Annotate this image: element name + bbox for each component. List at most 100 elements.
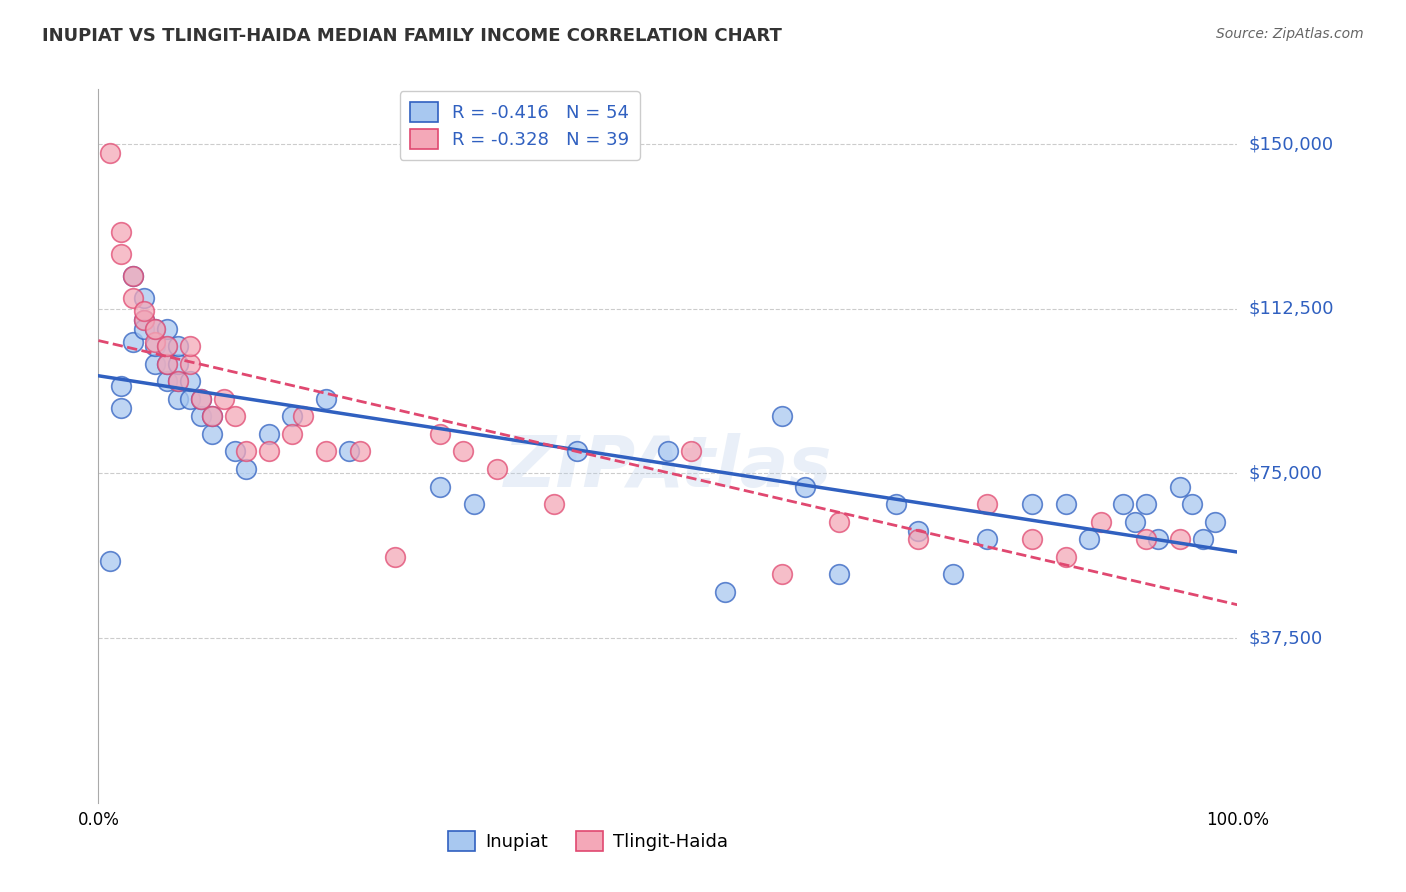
Point — [132, 321, 155, 335]
Point — [121, 268, 143, 283]
Text: INUPIAT VS TLINGIT-HAIDA MEDIAN FAMILY INCOME CORRELATION CHART: INUPIAT VS TLINGIT-HAIDA MEDIAN FAMILY I… — [42, 27, 782, 45]
Point — [259, 444, 281, 458]
Point — [145, 339, 167, 353]
Point — [1090, 515, 1112, 529]
Point — [201, 426, 224, 441]
Point — [145, 321, 167, 335]
Point — [1054, 549, 1078, 564]
Point — [770, 409, 793, 424]
Point — [156, 374, 179, 388]
Point — [190, 392, 212, 406]
Point — [1170, 480, 1192, 494]
Point — [281, 409, 304, 424]
Text: $37,500: $37,500 — [1249, 629, 1323, 647]
Point — [259, 426, 281, 441]
Point — [1054, 497, 1078, 511]
Point — [156, 321, 179, 335]
Point — [110, 247, 132, 261]
Point — [828, 515, 851, 529]
Point — [292, 409, 315, 424]
Point — [884, 497, 907, 511]
Point — [132, 291, 155, 305]
Text: Source: ZipAtlas.com: Source: ZipAtlas.com — [1216, 27, 1364, 41]
Point — [714, 585, 737, 599]
Point — [212, 392, 235, 406]
Point — [907, 524, 929, 538]
Point — [179, 392, 201, 406]
Point — [110, 401, 132, 415]
Point — [976, 497, 998, 511]
Text: $112,500: $112,500 — [1249, 300, 1334, 318]
Point — [224, 444, 246, 458]
Point — [1135, 497, 1157, 511]
Point — [98, 145, 121, 160]
Point — [1078, 533, 1101, 547]
Point — [1021, 533, 1043, 547]
Point — [1204, 515, 1226, 529]
Point — [201, 409, 224, 424]
Text: $75,000: $75,000 — [1249, 465, 1323, 483]
Point — [1123, 515, 1146, 529]
Point — [543, 497, 565, 511]
Point — [349, 444, 371, 458]
Point — [486, 462, 509, 476]
Point — [167, 392, 190, 406]
Point — [156, 357, 179, 371]
Point — [657, 444, 679, 458]
Point — [1192, 533, 1215, 547]
Point — [167, 339, 190, 353]
Point — [565, 444, 588, 458]
Point — [110, 225, 132, 239]
Point — [224, 409, 246, 424]
Text: ZIPAtlas: ZIPAtlas — [503, 433, 832, 502]
Point — [679, 444, 702, 458]
Point — [429, 426, 451, 441]
Point — [190, 392, 212, 406]
Point — [315, 392, 337, 406]
Point — [1135, 533, 1157, 547]
Point — [235, 462, 257, 476]
Point — [156, 339, 179, 353]
Point — [1021, 497, 1043, 511]
Point — [121, 268, 143, 283]
Point — [201, 409, 224, 424]
Point — [145, 334, 167, 349]
Point — [793, 480, 815, 494]
Point — [132, 312, 155, 326]
Point — [976, 533, 998, 547]
Point — [463, 497, 485, 511]
Point — [179, 374, 201, 388]
Point — [451, 444, 474, 458]
Point — [156, 339, 179, 353]
Point — [1112, 497, 1135, 511]
Point — [429, 480, 451, 494]
Point — [167, 374, 190, 388]
Point — [384, 549, 406, 564]
Point — [167, 374, 190, 388]
Point — [907, 533, 929, 547]
Point — [145, 357, 167, 371]
Point — [121, 291, 143, 305]
Point — [145, 321, 167, 335]
Point — [315, 444, 337, 458]
Point — [1170, 533, 1192, 547]
Point — [281, 426, 304, 441]
Point — [132, 312, 155, 326]
Point — [156, 357, 179, 371]
Point — [1181, 497, 1204, 511]
Point — [110, 378, 132, 392]
Point — [235, 444, 257, 458]
Point — [337, 444, 360, 458]
Point — [179, 339, 201, 353]
Point — [942, 567, 965, 582]
Point — [132, 304, 155, 318]
Point — [167, 357, 190, 371]
Point — [179, 357, 201, 371]
Legend: Inupiat, Tlingit-Haida: Inupiat, Tlingit-Haida — [440, 823, 735, 858]
Point — [1146, 533, 1168, 547]
Point — [828, 567, 851, 582]
Point — [190, 409, 212, 424]
Point — [98, 554, 121, 568]
Point — [121, 334, 143, 349]
Text: $150,000: $150,000 — [1249, 135, 1333, 153]
